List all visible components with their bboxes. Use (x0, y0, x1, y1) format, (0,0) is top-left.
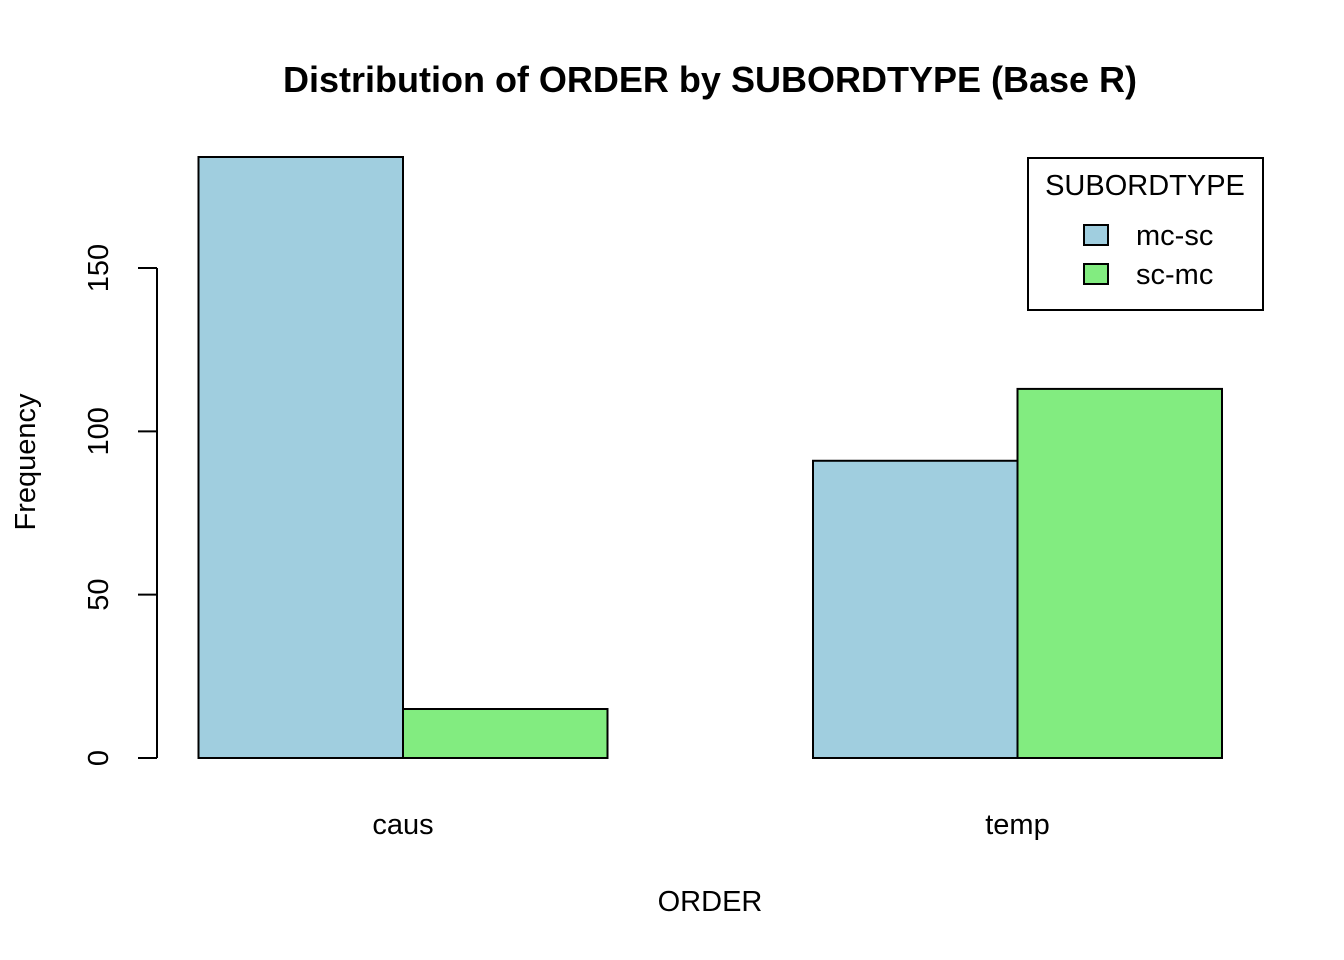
bar-temp-mc-sc (812, 459, 1019, 759)
bars-layer (197, 156, 1223, 759)
y-tick-label: 0 (83, 750, 115, 766)
y-axis: 0 50 100 150 (83, 244, 158, 766)
legend-label-mc-sc: mc-sc (1136, 220, 1213, 252)
y-tick-label: 100 (83, 407, 115, 455)
legend-box (1027, 157, 1264, 311)
x-axis-title: ORDER (658, 886, 763, 918)
bar-caus-sc-mc (402, 708, 609, 759)
x-tick-label: temp (985, 809, 1049, 841)
legend-swatch-mc-sc (1083, 224, 1109, 246)
legend: SUBORDTYPE mc-sc sc-mc (1027, 157, 1264, 311)
bar-temp-sc-mc (1016, 387, 1223, 759)
y-tick-label: 150 (83, 244, 115, 292)
legend-swatch-sc-mc (1083, 263, 1109, 285)
legend-label-sc-mc: sc-mc (1136, 259, 1213, 291)
chart-title: Distribution of ORDER by SUBORDTYPE (Bas… (283, 59, 1137, 100)
bar-caus-mc-sc (197, 156, 404, 759)
x-axis-labels: caus temp (372, 809, 1049, 841)
y-axis-title: Frequency (10, 393, 42, 531)
legend-title: SUBORDTYPE (1045, 170, 1245, 202)
y-tick-label: 50 (83, 579, 115, 611)
x-tick-label: caus (372, 809, 433, 841)
legend-items: mc-sc sc-mc (1083, 220, 1213, 291)
